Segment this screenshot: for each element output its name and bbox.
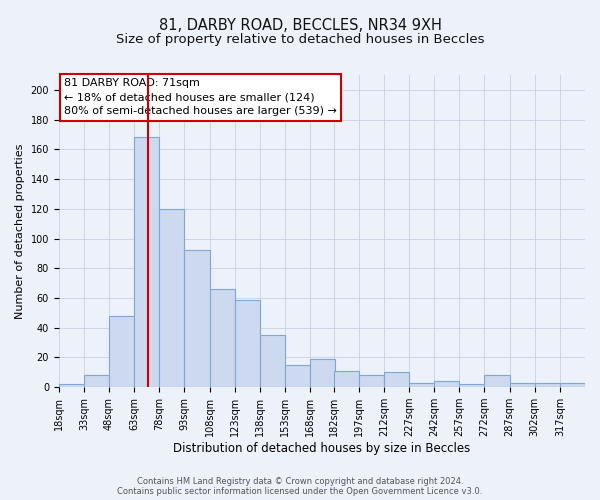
Bar	[359, 376, 384, 387]
Bar	[484, 376, 509, 387]
Text: 81 DARBY ROAD: 71sqm
← 18% of detached houses are smaller (124)
80% of semi-deta: 81 DARBY ROAD: 71sqm ← 18% of detached h…	[64, 78, 337, 116]
Bar	[460, 384, 484, 387]
Text: Size of property relative to detached houses in Beccles: Size of property relative to detached ho…	[116, 32, 484, 46]
Text: Contains HM Land Registry data © Crown copyright and database right 2024.: Contains HM Land Registry data © Crown c…	[137, 476, 463, 486]
Bar	[160, 209, 184, 387]
Bar	[209, 289, 235, 387]
Bar	[310, 359, 335, 387]
Bar	[434, 382, 460, 387]
Bar	[235, 300, 260, 387]
Bar	[535, 383, 560, 387]
Bar	[285, 365, 310, 387]
Text: 81, DARBY ROAD, BECCLES, NR34 9XH: 81, DARBY ROAD, BECCLES, NR34 9XH	[158, 18, 442, 32]
X-axis label: Distribution of detached houses by size in Beccles: Distribution of detached houses by size …	[173, 442, 470, 455]
Bar	[509, 383, 535, 387]
Bar	[59, 384, 84, 387]
Bar	[384, 372, 409, 387]
Bar	[109, 316, 134, 387]
Bar	[84, 376, 109, 387]
Bar	[260, 335, 285, 387]
Text: Contains public sector information licensed under the Open Government Licence v3: Contains public sector information licen…	[118, 486, 482, 496]
Bar	[134, 138, 160, 387]
Bar	[560, 383, 585, 387]
Bar	[409, 383, 434, 387]
Y-axis label: Number of detached properties: Number of detached properties	[15, 144, 25, 319]
Bar	[184, 250, 209, 387]
Bar	[334, 371, 359, 387]
